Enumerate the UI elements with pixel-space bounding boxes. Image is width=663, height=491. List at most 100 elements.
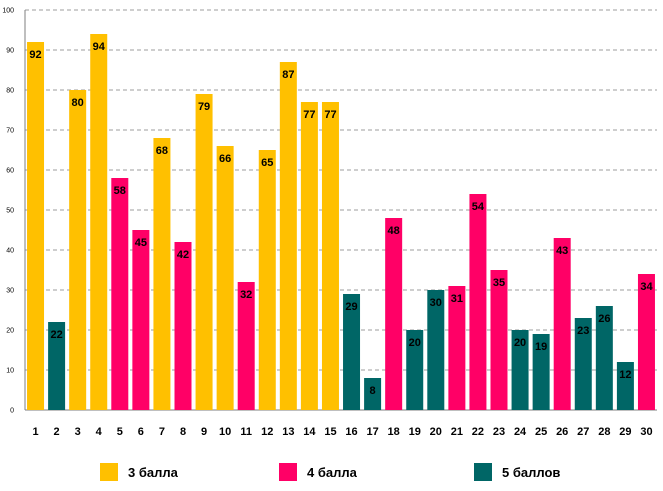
data-label-17: 8 bbox=[370, 385, 376, 397]
gridlines bbox=[25, 9, 657, 371]
y-tick-label-10: 10 bbox=[6, 368, 14, 375]
legend-item-3: 3 балла bbox=[100, 460, 178, 484]
x-tick-label-30: 30 bbox=[640, 426, 652, 438]
axes bbox=[24, 10, 657, 411]
bar-7 bbox=[153, 138, 171, 410]
data-label-20: 30 bbox=[430, 297, 442, 309]
legend-item-5: 5 баллов bbox=[474, 460, 560, 484]
bar-11 bbox=[237, 282, 255, 410]
data-label-25: 19 bbox=[535, 341, 547, 353]
bar-6 bbox=[132, 230, 150, 410]
data-label-5: 58 bbox=[114, 185, 126, 197]
bar-1 bbox=[27, 42, 45, 410]
bar-26 bbox=[553, 238, 571, 410]
bar-23 bbox=[490, 270, 508, 410]
x-tick-label-2: 2 bbox=[54, 426, 60, 438]
x-tick-label-3: 3 bbox=[75, 426, 81, 438]
legend-swatch-3 bbox=[100, 463, 118, 481]
legend-label-5: 5 баллов bbox=[502, 464, 561, 480]
data-label-22: 54 bbox=[472, 201, 485, 213]
legend-label-3: 3 балла bbox=[128, 464, 178, 480]
data-label-4: 94 bbox=[93, 41, 106, 53]
legend-label-4: 4 балла bbox=[307, 464, 357, 480]
bar-2 bbox=[48, 322, 66, 410]
bar-24 bbox=[511, 330, 529, 410]
bar-18 bbox=[385, 218, 403, 410]
x-tick-label-19: 19 bbox=[409, 426, 421, 438]
x-tick-label-11: 11 bbox=[240, 426, 252, 438]
bar-16 bbox=[343, 294, 361, 410]
legend-swatch-5 bbox=[474, 463, 492, 481]
data-label-9: 79 bbox=[198, 101, 210, 113]
y-tick-label-20: 20 bbox=[6, 328, 14, 335]
x-tick-label-22: 22 bbox=[472, 426, 484, 438]
data-label-29: 12 bbox=[619, 369, 631, 381]
x-tick-label-9: 9 bbox=[201, 426, 207, 438]
bar-29 bbox=[616, 362, 634, 410]
bar-12 bbox=[258, 150, 276, 410]
data-labels: 92 22 80 94 58 45 68 42 79 66 32 65 87 77 77 29 8 48 20 30 3… bbox=[29, 41, 653, 397]
x-tick-label-25: 25 bbox=[535, 426, 547, 438]
data-label-30: 34 bbox=[640, 281, 653, 293]
bar-13 bbox=[279, 62, 297, 410]
data-label-23: 35 bbox=[493, 277, 505, 289]
data-label-6: 45 bbox=[135, 237, 147, 249]
data-label-24: 20 bbox=[514, 337, 526, 349]
data-label-19: 20 bbox=[409, 337, 421, 349]
data-label-8: 42 bbox=[177, 249, 189, 261]
bar-10 bbox=[216, 146, 234, 410]
data-label-10: 66 bbox=[219, 153, 231, 165]
y-tick-label-50: 50 bbox=[6, 208, 14, 215]
legend: 3 балла 4 балла 5 баллов bbox=[0, 460, 663, 484]
bar-20 bbox=[427, 290, 445, 410]
data-label-12: 65 bbox=[261, 157, 273, 169]
bar-21 bbox=[448, 286, 466, 410]
bar-8 bbox=[174, 242, 192, 410]
y-tick-label-40: 40 bbox=[6, 248, 14, 255]
x-tick-label-4: 4 bbox=[96, 426, 103, 438]
x-tick-label-29: 29 bbox=[619, 426, 631, 438]
bar-17 bbox=[364, 378, 382, 410]
data-label-1: 92 bbox=[29, 49, 41, 61]
data-label-14: 77 bbox=[303, 109, 315, 121]
data-label-26: 43 bbox=[556, 245, 568, 257]
bar-4 bbox=[90, 34, 108, 410]
y-tick-label-70: 70 bbox=[6, 128, 14, 135]
legend-swatch-4 bbox=[279, 463, 297, 481]
x-tick-label-27: 27 bbox=[577, 426, 589, 438]
data-label-18: 48 bbox=[388, 225, 400, 237]
bar-27 bbox=[574, 318, 592, 410]
bar-30 bbox=[637, 274, 655, 410]
x-tick-label-7: 7 bbox=[159, 426, 165, 438]
x-tick-label-23: 23 bbox=[493, 426, 505, 438]
x-tick-label-1: 1 bbox=[32, 426, 38, 438]
data-label-21: 31 bbox=[451, 293, 463, 305]
y-tick-label-90: 90 bbox=[6, 48, 14, 55]
y-tick-label-80: 80 bbox=[6, 88, 14, 95]
x-tick-label-15: 15 bbox=[324, 426, 336, 438]
x-tick-label-16: 16 bbox=[345, 426, 357, 438]
data-label-27: 23 bbox=[577, 325, 589, 337]
bar-28 bbox=[595, 306, 613, 410]
x-tick-label-6: 6 bbox=[138, 426, 144, 438]
x-tick-label-17: 17 bbox=[366, 426, 378, 438]
x-tick-label-26: 26 bbox=[556, 426, 568, 438]
data-label-2: 22 bbox=[50, 329, 62, 341]
data-label-15: 77 bbox=[324, 109, 336, 121]
bar-5 bbox=[111, 178, 129, 410]
x-tick-label-18: 18 bbox=[388, 426, 400, 438]
bar-25 bbox=[532, 334, 550, 410]
y-tick-label-100: 100 bbox=[2, 8, 14, 15]
bar-14 bbox=[300, 102, 318, 410]
y-tick-label-30: 30 bbox=[6, 288, 14, 295]
data-label-11: 32 bbox=[240, 289, 252, 301]
y-tick-label-60: 60 bbox=[6, 168, 14, 175]
bar-3 bbox=[69, 90, 87, 410]
legend-item-4: 4 балла bbox=[279, 460, 357, 484]
x-tick-label-5: 5 bbox=[117, 426, 123, 438]
y-tick-label-0: 0 bbox=[10, 408, 14, 415]
x-tick-label-8: 8 bbox=[180, 426, 186, 438]
data-label-28: 26 bbox=[598, 313, 610, 325]
